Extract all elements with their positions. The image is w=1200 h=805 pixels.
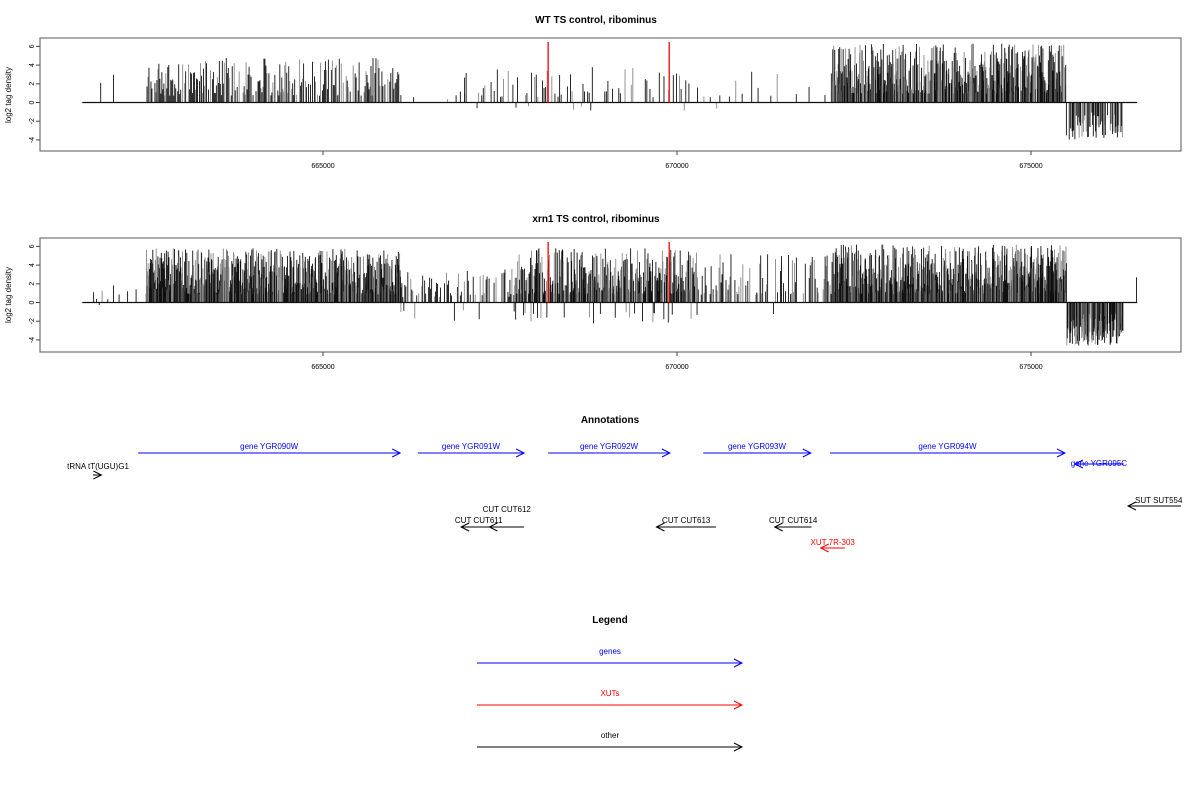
y-tick-label: -2 — [29, 318, 36, 324]
y-tick-label: -4 — [29, 337, 36, 343]
feature-label: gene YGR092W — [580, 442, 639, 451]
feature-arrow-arrowhead — [488, 522, 498, 532]
wt-density-panel: WT TS control, ribominus log2 tag densit… — [4, 15, 1182, 170]
feature-label: gene YGR090W — [240, 442, 299, 451]
y-tick-label: -2 — [29, 118, 36, 124]
plot-frame — [39, 237, 1182, 353]
feature-arrow-arrowhead — [459, 522, 470, 532]
legend-arrow-arrowhead — [733, 700, 744, 710]
y-tick-label: 2 — [29, 282, 36, 286]
feature-label: gene YGR093W — [728, 442, 787, 451]
x-tick-label: 675000 — [1019, 364, 1042, 371]
feature-label: tRNA tT(UGU)G1 — [67, 462, 129, 471]
feature-label: gene YGR094W — [918, 442, 977, 451]
feature-arrow-arrowhead — [655, 522, 665, 532]
y-tick-label: 6 — [29, 244, 36, 248]
feature-arrow-arrowhead — [802, 448, 812, 458]
y-tick-label: 0 — [29, 300, 36, 304]
feature-arrow-arrowhead — [1056, 448, 1067, 458]
legend-arrow-arrowhead — [733, 742, 744, 752]
xrn1-chart-title: xrn1 TS control, ribominus — [532, 214, 660, 225]
wt-chart-title: WT TS control, ribominus — [535, 15, 657, 26]
feature-label: CUT CUT611 — [455, 516, 503, 525]
feature-label: SUT SUT554 — [1135, 496, 1183, 505]
feature-arrow-arrowhead — [773, 522, 783, 532]
y-tick-label: 4 — [29, 263, 36, 267]
x-tick-label: 665000 — [311, 163, 334, 170]
legend-arrow-arrowhead — [733, 658, 744, 668]
x-tick-label: 665000 — [311, 364, 334, 371]
xrn1-density-panel: xrn1 TS control, ribominus log2 tag dens… — [4, 214, 1182, 371]
x-tick-label: 670000 — [665, 163, 688, 170]
feature-arrow-arrowhead — [1073, 459, 1084, 469]
plot-frame — [39, 37, 1182, 152]
annotations-track: Annotations gene YGR090W gene YGR091W gene… — [67, 415, 1183, 553]
y-tick-label: 0 — [29, 100, 36, 104]
feature-arrow-arrowhead — [391, 448, 402, 458]
x-tick-label: 670000 — [665, 364, 688, 371]
legend-title: Legend — [592, 615, 628, 626]
feature-arrow-arrowhead — [515, 448, 526, 458]
x-tick-label: 675000 — [1019, 163, 1042, 170]
feature-label: gene YGR091W — [442, 442, 501, 451]
legend: Legend genes XUTs other — [477, 615, 744, 752]
feature-label: CUT CUT614 — [769, 516, 818, 525]
y-tick-label: 6 — [29, 44, 36, 48]
feature-label: CUT CUT612 — [483, 505, 532, 514]
legend-label: other — [601, 731, 620, 740]
feature-arrow-arrowhead — [819, 543, 829, 553]
y-tick-label: 4 — [29, 63, 36, 67]
feature-label: XUT 7R-303 — [811, 538, 856, 547]
legend-label: XUTs — [600, 689, 619, 698]
xrn1-y-axis-label: log2 tag density — [4, 267, 13, 323]
wt-y-axis-label: log2 tag density — [4, 67, 13, 123]
feature-label: CUT CUT613 — [662, 516, 711, 525]
feature-arrow-arrowhead — [1126, 501, 1137, 511]
feature-arrow-arrowhead — [93, 470, 103, 480]
y-tick-label: 2 — [29, 82, 36, 86]
annotations-title: Annotations — [581, 415, 640, 426]
feature-label: gene YGR095C — [1071, 459, 1128, 468]
legend-label: genes — [599, 647, 621, 656]
y-tick-label: -4 — [29, 137, 36, 143]
feature-arrow-arrowhead — [661, 448, 672, 458]
